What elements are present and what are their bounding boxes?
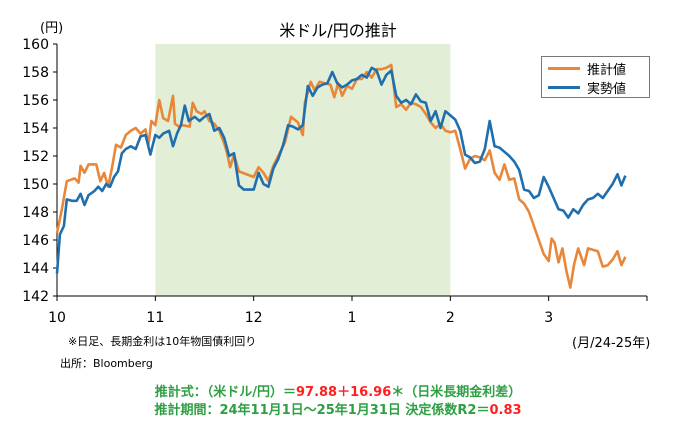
legend-item-estimate: 推計値 — [548, 59, 627, 78]
y-axis-unit: (円) — [40, 21, 64, 36]
x-tick-label: 2 — [446, 310, 455, 326]
y-tick-label: 158 — [22, 65, 49, 81]
data-note: ※日足、長期金利は10年物国債利回り — [68, 335, 257, 348]
formula-plus: ＋ — [337, 385, 351, 400]
x-tick-label: 12 — [245, 310, 263, 326]
period-line: 推計期間：24年11月1日～25年1月31日 決定係数R2＝0.83 — [0, 399, 676, 418]
formula-coef: 16.96 — [350, 385, 392, 400]
period-prefix: 推計期間：24年11月1日～25年1月31日 決定係数R2＝ — [154, 403, 490, 418]
y-tick-label: 142 — [22, 289, 49, 305]
source-credit: 出所：Bloomberg — [60, 357, 153, 370]
x-tick-label: 10 — [48, 310, 66, 326]
estimation-period-shade — [155, 44, 451, 296]
legend-label-actual: 実勢値 — [587, 81, 627, 97]
y-tick-label: 154 — [22, 121, 49, 137]
y-tick-label: 160 — [22, 37, 49, 53]
legend-label-estimate: 推計値 — [587, 62, 627, 78]
y-tick-label: 156 — [22, 93, 49, 109]
chart-title: 米ドル/円の推計 — [279, 21, 397, 40]
chart-legend: 推計値 実勢値 — [541, 56, 650, 98]
x-tick-label: 11 — [146, 310, 164, 326]
y-tick-label: 144 — [22, 261, 49, 277]
x-tick-label: 1 — [348, 310, 357, 326]
legend-swatch-estimate — [548, 66, 580, 70]
legend-item-actual: 実勢値 — [548, 78, 627, 97]
y-tick-label: 148 — [22, 205, 49, 221]
y-tick-label: 146 — [22, 233, 49, 249]
x-axis-unit: (月/24-25年) — [572, 336, 651, 351]
formula-prefix: 推計式：（米ドル/円）＝ — [154, 385, 296, 400]
y-tick-label: 152 — [22, 149, 49, 165]
y-tick-label: 150 — [22, 177, 49, 193]
formula-line: 推計式：（米ドル/円）＝97.88＋16.96＊（日米長期金利差） — [0, 381, 676, 400]
r2-value: 0.83 — [489, 403, 522, 418]
formula-suffix: ＊（日米長期金利差） — [391, 385, 522, 400]
actual-series-line — [55, 66, 627, 274]
formula-intercept: 97.88 — [295, 385, 338, 400]
x-tick-label: 3 — [544, 310, 553, 326]
legend-swatch-actual — [548, 85, 580, 89]
